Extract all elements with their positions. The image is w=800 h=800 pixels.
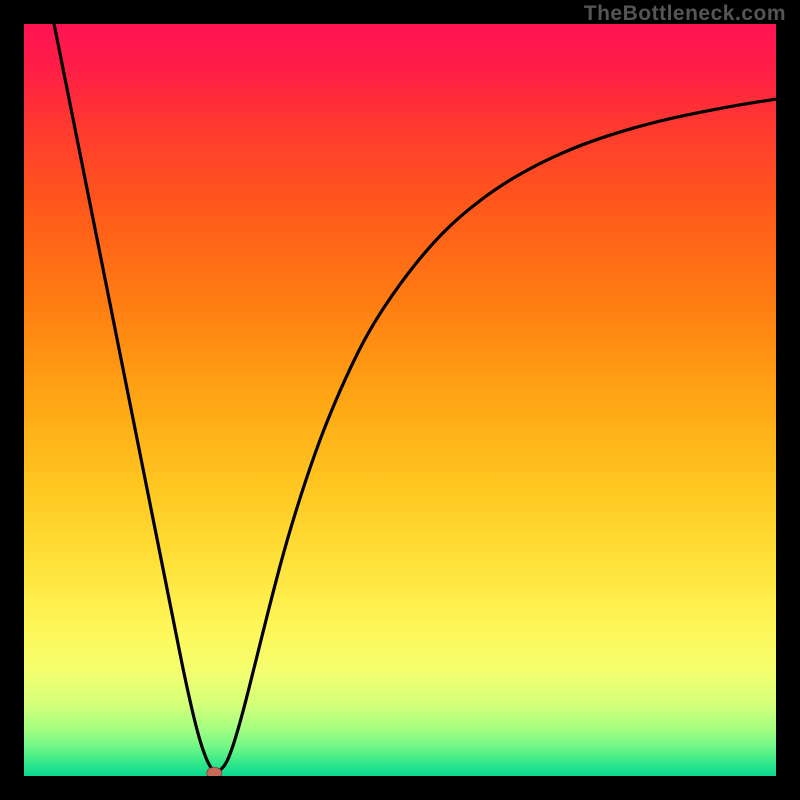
plot-background xyxy=(24,24,776,776)
border-left xyxy=(0,0,24,800)
bottleneck-chart xyxy=(0,0,800,800)
watermark-text: TheBottleneck.com xyxy=(584,2,786,26)
border-right xyxy=(776,0,800,800)
border-bottom xyxy=(0,776,800,800)
